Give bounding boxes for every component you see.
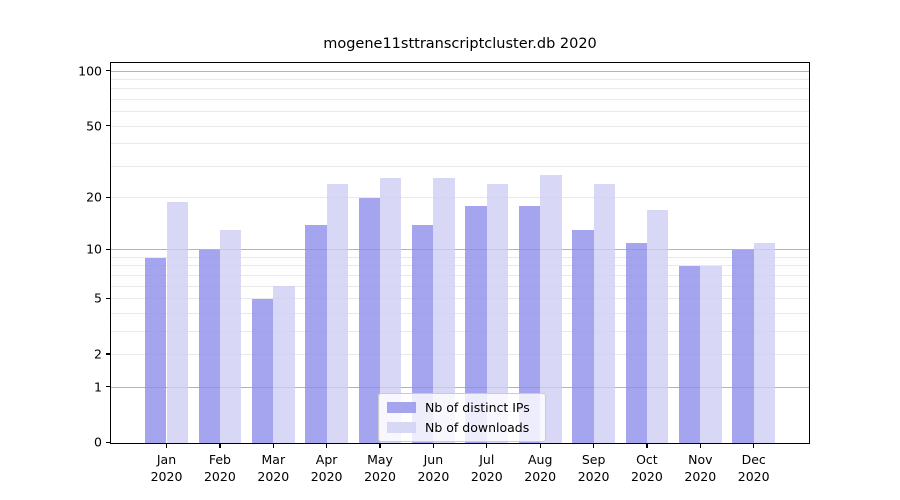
minor-gridline [111, 353, 809, 355]
x-tick-label: Aug 2020 [524, 452, 557, 484]
minor-gridline [111, 79, 809, 80]
minor-gridline [111, 256, 809, 258]
x-tick-label: May 2020 [364, 452, 396, 484]
x-tick-label: Jun 2020 [417, 452, 450, 484]
x-tick-label: Feb 2020 [203, 452, 236, 484]
minor-gridline [111, 143, 809, 145]
bar-downloads-mar [273, 286, 295, 443]
chart-title: mogene11sttranscriptcluster.db 2020 [323, 36, 597, 52]
x-tick [699, 443, 701, 448]
minor-gridline [111, 88, 809, 90]
x-tick [646, 443, 648, 448]
x-tick-label: Mar 2020 [257, 452, 290, 484]
minor-gridline [111, 125, 809, 127]
bar-downloads-dec [753, 242, 776, 443]
bar-ips-may [358, 197, 380, 443]
bar-ips-jun [412, 224, 434, 443]
bar-ips-aug [518, 205, 541, 443]
x-tick-label: Jan 2020 [150, 452, 183, 484]
minor-gridline [111, 165, 809, 167]
x-tick-label: Nov 2020 [684, 452, 717, 484]
minor-gridline [111, 298, 809, 300]
legend-label-distinct-ips: Nb of distinct IPs [425, 399, 530, 415]
y-tick [106, 386, 111, 388]
legend: Nb of distinct IPs Nb of downloads [378, 393, 546, 442]
bar-ips-mar [251, 298, 274, 443]
bar-ips-jan [145, 257, 167, 443]
minor-gridline [111, 99, 809, 100]
bar-downloads-apr [326, 183, 348, 443]
y-tick-label: 2 [94, 346, 102, 362]
bar-ips-jul [465, 205, 487, 443]
bar-downloads-nov [700, 266, 722, 443]
bar-ips-dec [732, 249, 754, 443]
y-tick [106, 441, 111, 444]
bar-downloads-may [380, 177, 402, 443]
x-tick-label: Apr 2020 [310, 452, 343, 484]
major-gridline [111, 386, 809, 388]
minor-gridline [111, 285, 809, 287]
x-tick-label: Jul 2020 [470, 452, 503, 484]
y-tick [106, 125, 111, 127]
y-tick-label: 100 [78, 63, 102, 79]
minor-gridline [111, 330, 809, 332]
y-tick [106, 297, 111, 299]
x-tick [753, 443, 755, 448]
bar-downloads-aug [540, 174, 562, 443]
bar-downloads-jun [433, 177, 455, 443]
bar-downloads-sep [593, 183, 615, 443]
x-tick [326, 443, 328, 448]
x-tick [165, 443, 168, 448]
x-tick [593, 443, 595, 448]
bar-downloads-jul [486, 183, 509, 443]
bar-ips-apr [305, 224, 327, 443]
y-tick-label: 20 [86, 189, 102, 205]
legend-item-downloads: Nb of downloads [387, 419, 537, 435]
legend-swatch-downloads [387, 421, 416, 433]
y-tick-label: 1 [94, 379, 102, 395]
minor-gridline [111, 111, 809, 113]
x-tick-label: Dec 2020 [737, 452, 770, 484]
legend-item-distinct-ips: Nb of distinct IPs [387, 399, 537, 415]
grid-layer [111, 63, 809, 443]
minor-gridline [111, 312, 809, 314]
major-gridline [111, 70, 809, 72]
bar-downloads-feb [219, 230, 242, 443]
plot-area: 0 1 2 5 10 20 50 100 Jan 2020 Feb 2020 Mar 2020 Apr 202… [78, 62, 810, 484]
y-tick [106, 353, 111, 355]
x-tick [486, 443, 488, 448]
bar-downloads-jan [166, 201, 188, 443]
bar-downloads-oct [646, 210, 669, 443]
y-tick-label: 5 [94, 290, 102, 306]
bar-ips-nov [678, 266, 701, 443]
bar-layer [111, 63, 809, 443]
y-tick-label: 10 [86, 241, 102, 257]
x-tick-label: Oct 2020 [630, 452, 663, 484]
x-tick [379, 443, 381, 448]
bar-ips-sep [572, 230, 594, 443]
x-tick-label: Sep 2020 [577, 452, 610, 484]
y-tick [106, 196, 111, 198]
x-tick [272, 443, 274, 448]
minor-gridline [111, 197, 809, 199]
legend-label-downloads: Nb of downloads [425, 419, 530, 435]
legend-swatch-distinct-ips [387, 401, 416, 413]
minor-gridline [111, 265, 809, 267]
minor-gridline [111, 274, 809, 276]
bar-ips-feb [198, 249, 220, 443]
x-tick [219, 443, 221, 448]
bar-ips-oct [625, 242, 647, 443]
axis-layer: 0 1 2 5 10 20 50 100 Jan 2020 Feb 2020 Mar 2020 Apr 202… [78, 63, 809, 484]
x-tick [432, 443, 435, 448]
y-tick [106, 70, 111, 72]
y-tick-label: 0 [94, 434, 102, 450]
x-tick [539, 443, 541, 448]
y-tick [106, 248, 111, 250]
major-gridline [111, 249, 809, 251]
y-tick-label: 50 [86, 118, 102, 134]
